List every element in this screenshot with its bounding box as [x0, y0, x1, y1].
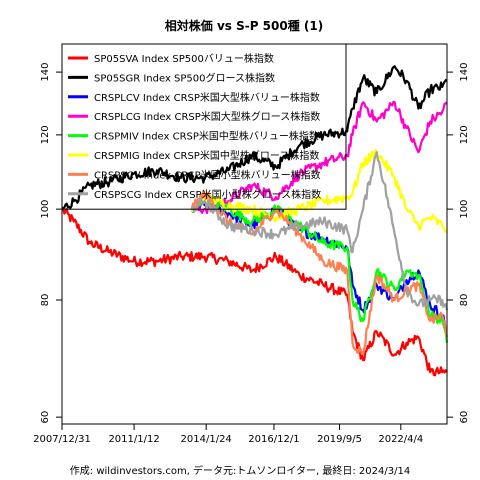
legend-label: CRSPMIV Index CRSP米国中型株バリュー株指数 — [94, 130, 319, 143]
y-tick-label-right: 80 — [459, 294, 470, 307]
plot-area — [61, 65, 449, 377]
x-tick-label: 2011/1/12 — [108, 434, 159, 445]
legend-box — [61, 43, 347, 210]
legend-label: SP05SVA Index SP500バリュー株指数 — [94, 52, 274, 65]
x-tick-label: 2014/1/24 — [181, 434, 232, 445]
x-tick-label: 2016/12/1 — [248, 434, 299, 445]
legend-label: CRSPLCG Index CRSP米国大型株グロース株指数 — [94, 110, 320, 123]
series-line-8 — [190, 151, 449, 311]
y-tick-label-left: 120 — [40, 125, 51, 144]
legend-label: CRSPSCG Index CRSP米国小型株グロース株指数 — [94, 188, 321, 201]
y-tick-label-left: 60 — [40, 411, 51, 424]
y-tick-label-right: 100 — [459, 200, 470, 219]
series-line-6 — [190, 148, 448, 233]
series-line-1 — [61, 207, 448, 377]
chart-footer: 作成: wildinvestors.com, データ元:トムソンロイター, 最終… — [70, 464, 410, 477]
legend-label: SP05SGR Index SP500グロース株指数 — [94, 71, 275, 84]
legend-label: CRSPSCV Index CRSP米国小型株バリュー株指数 — [94, 168, 321, 181]
chart-title: 相対株価 vs S-P 500種 (1) — [165, 18, 323, 33]
axes: 60 60 80 80 100 100 120 120 140 140 2007/12/31 2011… — [33, 43, 470, 445]
series-line-2 — [61, 65, 448, 210]
y-tick-label-left: 100 — [40, 200, 51, 219]
x-tick-label: 2007/12/31 — [33, 434, 91, 445]
legend-label: CRSPLCV Index CRSP米国大型株バリュー株指数 — [94, 91, 320, 104]
x-tick-label: 2019/9/5 — [317, 434, 362, 445]
y-tick-label-right: 60 — [459, 411, 470, 424]
series-line-4 — [191, 100, 448, 215]
legend: SP05SVA Index SP500バリュー株指数 SP05SGR Index … — [61, 43, 347, 210]
x-tick-label: 2022/4/4 — [378, 434, 423, 445]
y-tick-label-left: 80 — [40, 294, 51, 307]
y-tick-label-left: 140 — [40, 63, 51, 82]
y-tick-label-right: 120 — [459, 125, 470, 144]
y-tick-label-right: 140 — [459, 63, 470, 82]
legend-label: CRSPMIG Index CRSP米国中型株グロース株指数 — [94, 149, 319, 162]
